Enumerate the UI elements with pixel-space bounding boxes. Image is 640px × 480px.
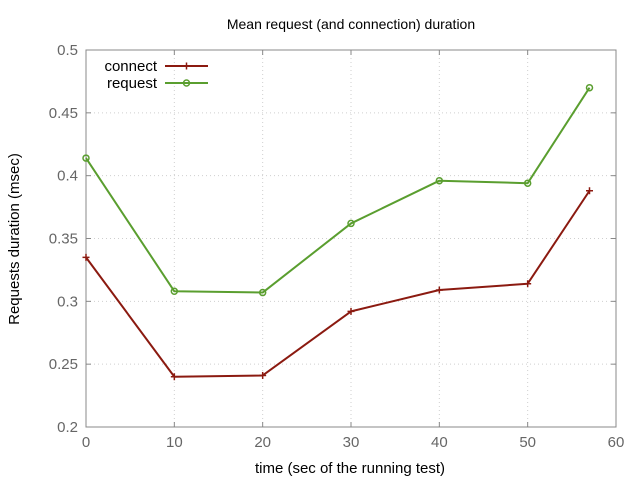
data-point-request <box>170 287 179 296</box>
data-point-request <box>585 83 594 92</box>
series-connect <box>82 187 593 381</box>
x-tick-label: 30 <box>343 434 360 451</box>
series-request <box>82 83 594 297</box>
data-point-connect <box>347 307 355 315</box>
data-point-connect <box>170 373 178 381</box>
series-line-connect <box>85 190 591 378</box>
legend-item-request: request <box>107 75 208 92</box>
legend-label: request <box>107 75 158 92</box>
y-tick-label: 0.5 <box>57 42 78 59</box>
x-tick-label: 50 <box>519 434 536 451</box>
y-tick-label: 0.45 <box>49 105 78 122</box>
data-point-connect <box>586 187 593 195</box>
y-axis-label: Requests duration (msec) <box>6 153 23 325</box>
y-tick-label: 0.4 <box>57 168 78 185</box>
x-tick-label: 20 <box>254 434 271 451</box>
data-point-request <box>523 179 532 187</box>
y-tick-label: 0.2 <box>57 419 78 436</box>
legend-item-connect: connect <box>104 58 208 75</box>
x-tick-label: 0 <box>82 434 90 451</box>
x-tick-label: 10 <box>166 434 183 451</box>
grid <box>86 50 616 427</box>
data-point-request <box>258 288 267 297</box>
axis-ticks: 0 10 20 30 40 50 60 0.2 0.25 0.3 0.35 0.4 0.45 0.5 <box>49 42 625 451</box>
data-point-request <box>82 154 90 162</box>
data-point-request <box>435 176 444 185</box>
data-point-connect <box>524 280 532 288</box>
data-point-request <box>347 219 355 228</box>
legend-marker-request <box>182 79 191 87</box>
x-tick-label: 40 <box>431 434 448 451</box>
x-axis-label: time (sec of the running test) <box>255 460 445 477</box>
legend-marker-connect <box>183 62 190 70</box>
data-point-connect <box>82 253 90 261</box>
y-tick-label: 0.3 <box>57 293 78 310</box>
y-tick-label: 0.35 <box>49 231 78 248</box>
data-point-connect <box>435 286 443 294</box>
series-group <box>82 83 594 381</box>
y-tick-label: 0.25 <box>49 356 78 373</box>
legend-label: connect <box>104 58 157 75</box>
x-tick-label: 60 <box>608 434 625 451</box>
chart-title: Mean request (and connection) duration <box>227 16 475 32</box>
series-line-request <box>85 87 591 294</box>
data-point-connect <box>259 371 267 379</box>
